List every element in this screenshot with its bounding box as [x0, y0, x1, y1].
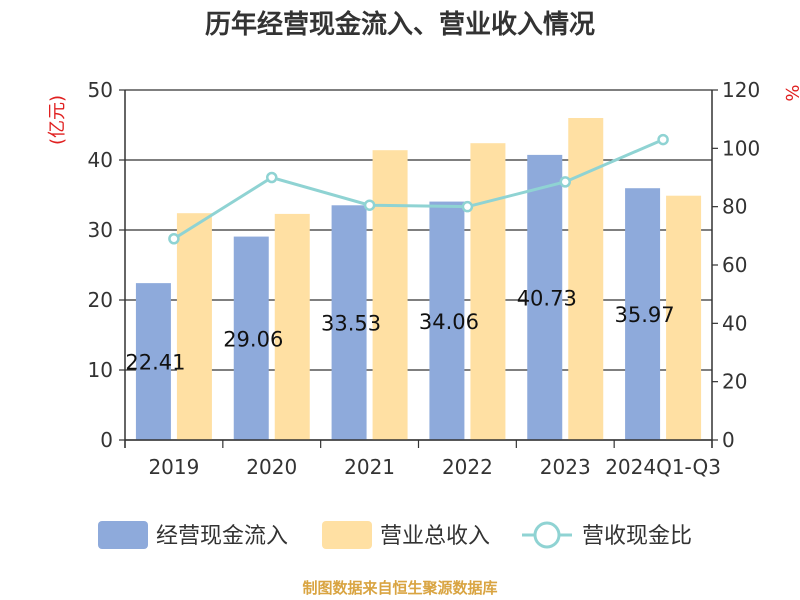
x-tick-label: 2021 [344, 455, 395, 479]
right-tick-label: 20 [722, 370, 747, 394]
bar-cash-inflow [331, 205, 367, 440]
ratio-line [168, 133, 669, 245]
data-label: 34.06 [419, 310, 479, 334]
bar-cash-inflow [527, 154, 563, 440]
left-tick-label: 10 [88, 358, 113, 382]
bar-total-revenue [470, 143, 506, 440]
grid-lines [125, 89, 712, 441]
ratio-point [168, 233, 180, 245]
right-tick-label: 120 [722, 78, 760, 102]
x-tick-label: 2023 [540, 455, 591, 479]
bar-total-revenue [372, 150, 408, 440]
bar-total-revenue [274, 213, 310, 440]
legend: 经营现金流入 营业总收入 营收现金比 [98, 521, 692, 549]
bar-cash-inflow [429, 201, 465, 440]
legend-label-ratio: 营收现金比 [582, 524, 692, 549]
ratio-point [461, 200, 474, 213]
right-tick-label: 0 [722, 428, 735, 452]
right-tick-label: 80 [722, 195, 747, 219]
left-tick-label: 40 [88, 148, 113, 172]
bar-total-revenue [176, 213, 212, 440]
left-tick-label: 20 [88, 288, 113, 312]
legend-label-cash-inflow: 经营现金流入 [156, 524, 288, 549]
data-label: 33.53 [321, 312, 381, 336]
right-tick-label: 60 [722, 253, 747, 277]
axes: 0 10 20 30 40 50 0 20 40 60 80 100 120 2019 2020 2021 20… [88, 78, 761, 479]
bar-cash-inflow [625, 188, 661, 440]
bars [135, 118, 702, 440]
bar-cash-inflow [135, 283, 171, 440]
left-axis-unit: (亿元) [47, 95, 68, 145]
x-tick-label: 2019 [148, 455, 199, 479]
data-label: 29.06 [223, 327, 283, 351]
legend-swatch-total-revenue [322, 521, 372, 549]
x-tick-label: 2024Q1-Q3 [605, 455, 721, 479]
data-labels: 22.41 29.06 33.53 34.06 40.73 35.97 [125, 286, 674, 374]
left-tick-label: 50 [88, 78, 113, 102]
bar-total-revenue [666, 195, 702, 440]
ratio-point [363, 199, 376, 211]
ratio-line-path [173, 138, 664, 241]
source-note: 制图数据来自恒生聚源数据库 [302, 579, 497, 597]
legend-swatch-cash-inflow [98, 521, 148, 549]
bar-cash-inflow [233, 236, 269, 440]
left-tick-label: 0 [100, 428, 113, 452]
legend-label-total-revenue: 营业总收入 [380, 524, 490, 549]
left-tick-label: 30 [88, 218, 113, 242]
right-axis-unit: % [781, 84, 800, 101]
right-tick-label: 40 [722, 311, 747, 335]
data-label: 35.97 [615, 303, 675, 327]
legend-marker-ratio [533, 521, 561, 549]
chart-title: 历年经营现金流入、营业收入情况 [205, 9, 595, 40]
data-label: 22.41 [125, 351, 185, 375]
x-tick-label: 2020 [246, 455, 297, 479]
right-tick-label: 100 [722, 136, 760, 160]
x-tick-label: 2022 [442, 455, 493, 479]
data-label: 40.73 [517, 286, 577, 310]
ratio-point [266, 171, 278, 184]
ratio-point [559, 176, 571, 188]
ratio-point [657, 133, 669, 146]
